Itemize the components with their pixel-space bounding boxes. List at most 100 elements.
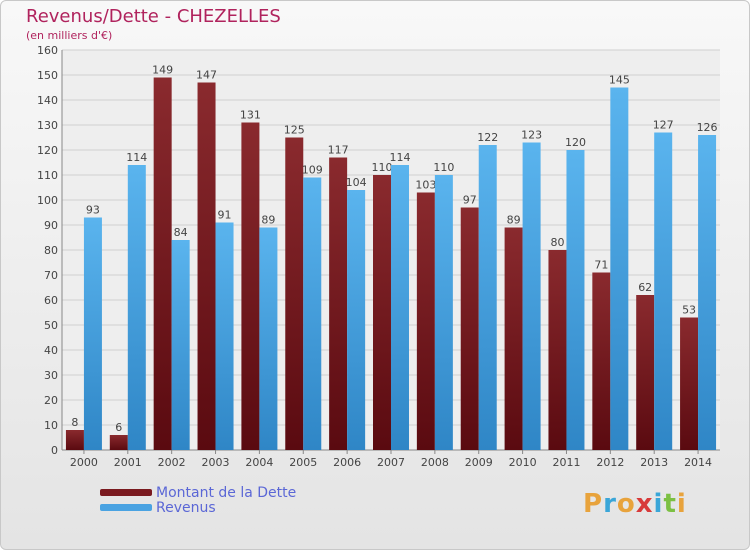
bar-revenus <box>522 142 541 450</box>
data-label-revenus: 110 <box>433 161 454 174</box>
bar-dette <box>460 207 479 450</box>
bar-revenus <box>654 132 673 450</box>
data-label-revenus: 114 <box>126 151 147 164</box>
bar-revenus <box>610 87 629 450</box>
y-tick-label: 120 <box>37 144 58 157</box>
legend-swatch-revenus <box>100 504 152 511</box>
data-label-revenus: 109 <box>302 164 323 177</box>
data-label-dette: 125 <box>284 124 305 137</box>
y-tick-label: 90 <box>44 219 58 232</box>
data-label-revenus: 104 <box>346 176 367 189</box>
data-label-dette: 131 <box>240 109 261 122</box>
y-tick-label: 40 <box>44 344 58 357</box>
bar-dette <box>416 192 435 450</box>
bar-dette <box>548 250 567 450</box>
x-tick-label: 2004 <box>245 456 273 469</box>
data-label-dette: 71 <box>594 259 608 272</box>
data-label-dette: 8 <box>71 416 78 429</box>
data-label-dette: 97 <box>463 194 477 207</box>
bar-revenus <box>347 190 366 450</box>
data-label-dette: 6 <box>115 421 122 434</box>
data-label-revenus: 145 <box>609 74 630 87</box>
y-tick-label: 70 <box>44 269 58 282</box>
data-label-dette: 149 <box>152 64 173 77</box>
data-label-dette: 89 <box>507 214 521 227</box>
bar-revenus <box>171 240 190 450</box>
bar-revenus <box>127 165 146 450</box>
logo-letter: i <box>676 489 687 519</box>
y-tick-label: 140 <box>37 94 58 107</box>
bar-dette <box>109 435 128 450</box>
data-label-revenus: 89 <box>261 214 275 227</box>
x-tick-label: 2007 <box>377 456 405 469</box>
bar-revenus <box>83 217 102 450</box>
x-tick-label: 2003 <box>202 456 230 469</box>
bar-dette <box>197 82 216 450</box>
bar-revenus <box>259 227 278 450</box>
bar-revenus <box>391 165 409 450</box>
bar-revenus <box>303 177 322 450</box>
bar-dette <box>592 272 611 450</box>
legend-label-revenus: Revenus <box>156 500 216 516</box>
logo-letter: t <box>663 489 677 519</box>
bar-revenus <box>478 145 497 450</box>
y-tick-label: 50 <box>44 319 58 332</box>
y-tick-label: 160 <box>37 44 58 57</box>
data-label-revenus: 127 <box>653 119 674 132</box>
bar-dette <box>65 430 84 450</box>
y-tick-label: 100 <box>37 194 58 207</box>
data-label-dette: 80 <box>550 236 564 249</box>
y-tick-label: 150 <box>37 69 58 82</box>
x-tick-label: 2001 <box>114 456 142 469</box>
data-label-dette: 62 <box>638 281 652 294</box>
legend-label-dette: Montant de la Dette <box>156 485 297 501</box>
logo-letter: r <box>603 489 617 519</box>
data-label-revenus: 84 <box>174 226 188 239</box>
bar-dette <box>636 295 655 450</box>
data-label-revenus: 123 <box>521 129 542 142</box>
y-tick-label: 110 <box>37 169 58 182</box>
data-label-dette: 53 <box>682 304 696 317</box>
bar-dette <box>329 157 348 450</box>
x-tick-label: 2013 <box>640 456 668 469</box>
y-tick-label: 30 <box>44 369 58 382</box>
bar-revenus <box>566 150 585 450</box>
bar-dette <box>680 317 699 450</box>
x-tick-label: 2008 <box>421 456 449 469</box>
chart-subtitle: (en milliers d'€) <box>26 29 113 42</box>
x-tick-label: 2000 <box>70 456 98 469</box>
x-tick-label: 2010 <box>509 456 537 469</box>
y-tick-label: 10 <box>44 419 58 432</box>
x-tick-label: 2011 <box>552 456 580 469</box>
bar-revenus <box>698 135 717 450</box>
x-tick-label: 2002 <box>158 456 186 469</box>
data-label-revenus: 120 <box>565 136 586 149</box>
data-label-revenus: 93 <box>86 204 100 217</box>
bar-dette <box>241 122 260 450</box>
data-label-dette: 110 <box>372 161 393 174</box>
logo-letter: o <box>616 489 636 519</box>
chart-title: Revenus/Dette - CHEZELLES <box>26 6 281 27</box>
y-tick-label: 0 <box>51 444 58 457</box>
data-label-revenus: 114 <box>390 151 411 164</box>
data-label-revenus: 122 <box>477 131 498 144</box>
proxiti-logo: Proxiti <box>583 489 687 519</box>
bar-dette <box>504 227 523 450</box>
x-tick-label: 2006 <box>333 456 361 469</box>
y-tick-label: 80 <box>44 244 58 257</box>
bar-revenus <box>434 175 453 450</box>
y-tick-label: 60 <box>44 294 58 307</box>
logo-letter: x <box>635 489 654 519</box>
y-tick-label: 130 <box>37 119 58 132</box>
x-tick-label: 2009 <box>465 456 493 469</box>
legend-swatch-dette <box>100 489 152 496</box>
x-tick-label: 2005 <box>289 456 317 469</box>
bar-dette <box>373 175 391 450</box>
bar-revenus <box>215 222 234 450</box>
logo-letter: P <box>583 489 604 519</box>
x-tick-label: 2014 <box>684 456 712 469</box>
data-label-dette: 147 <box>196 69 217 82</box>
data-label-dette: 103 <box>415 179 436 192</box>
y-tick-label: 20 <box>44 394 58 407</box>
